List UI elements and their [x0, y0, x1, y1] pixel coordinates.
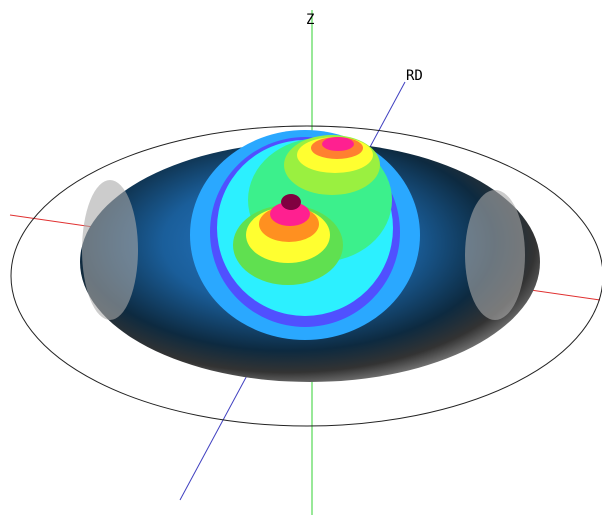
rd-label: RD	[406, 68, 423, 84]
intensity-contours	[190, 130, 420, 340]
z-label: Z	[306, 12, 314, 28]
page: Z RD (() => { const data = JSON.parse(do…	[0, 0, 602, 519]
gray-region	[82, 180, 138, 320]
pole-figure-view: Z RD	[0, 0, 602, 519]
gray-region	[465, 190, 525, 320]
